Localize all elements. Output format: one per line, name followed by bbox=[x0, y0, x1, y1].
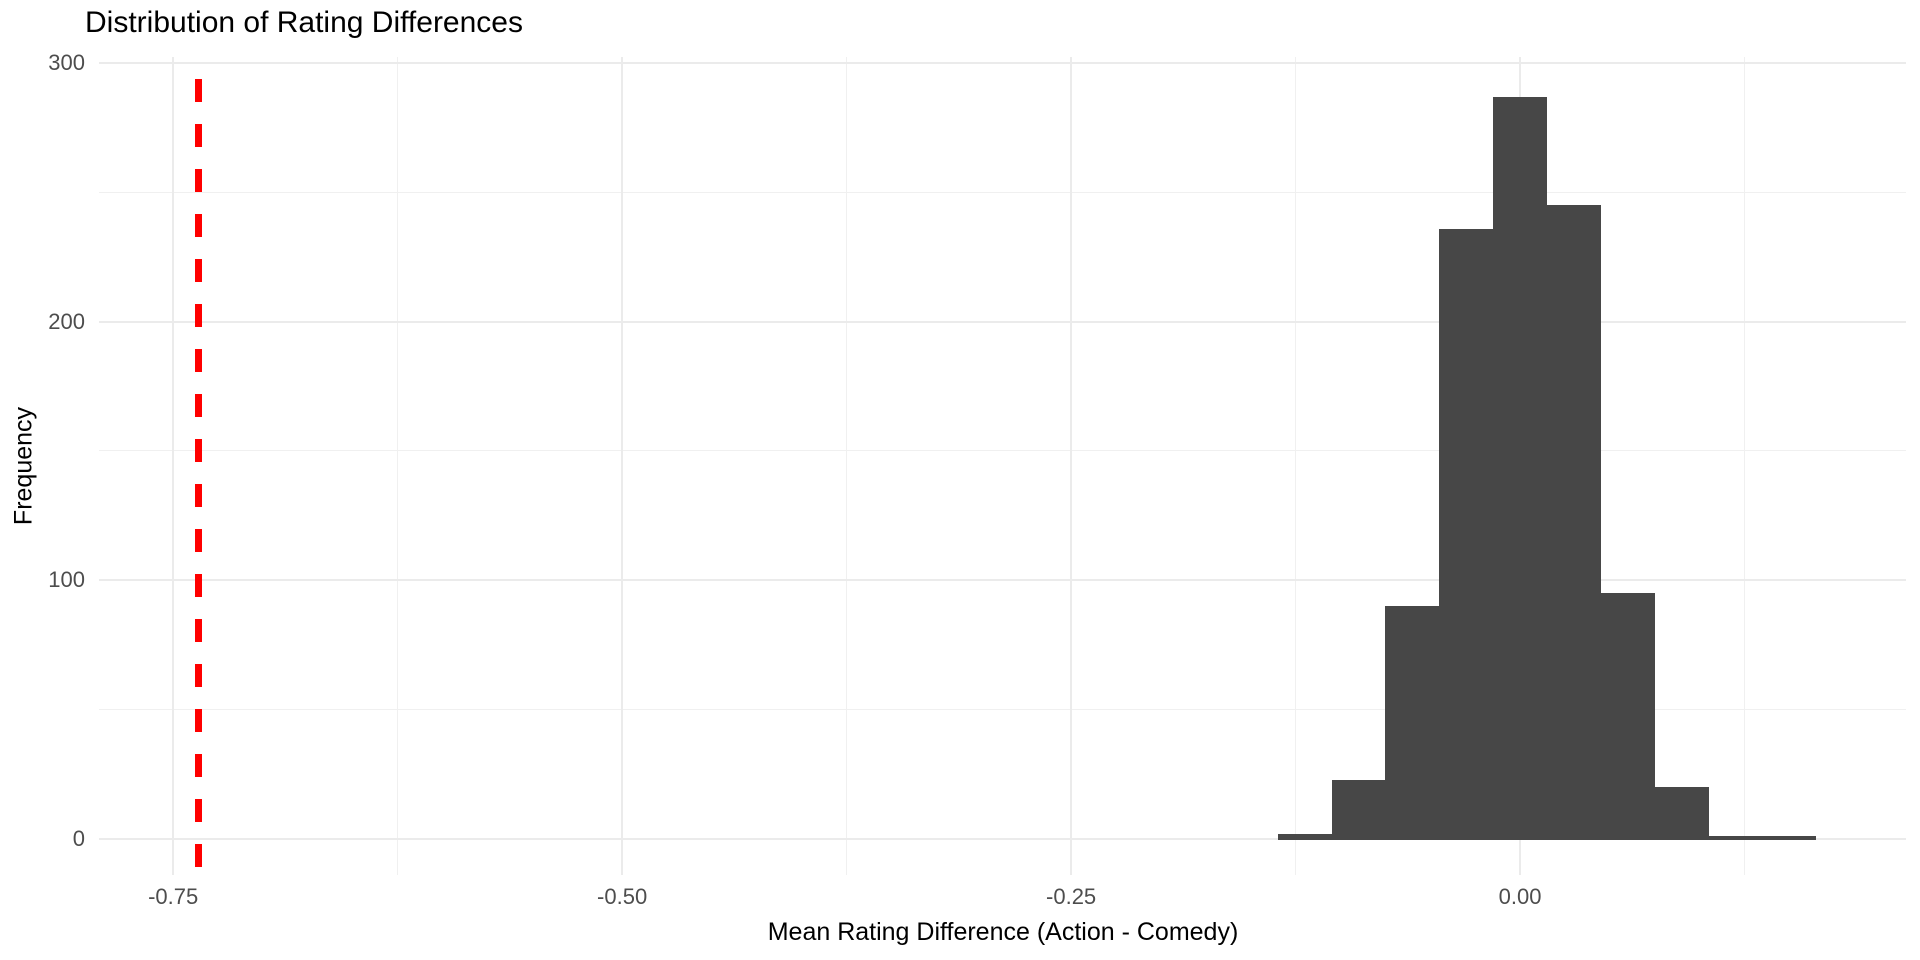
h-gridline-major bbox=[99, 579, 1906, 582]
histogram-bar bbox=[1708, 836, 1763, 841]
v-gridline-minor bbox=[1744, 57, 1746, 875]
histogram-bar bbox=[1654, 787, 1709, 841]
y-axis-title: Frequency bbox=[9, 406, 38, 526]
plot-panel bbox=[99, 57, 1906, 875]
histogram-bar bbox=[1547, 205, 1601, 841]
histogram-bar bbox=[1439, 228, 1494, 841]
observed-difference-vline bbox=[194, 57, 202, 875]
v-gridline-minor bbox=[1295, 57, 1297, 875]
x-tick-label: -0.50 bbox=[597, 884, 648, 909]
h-gridline-major bbox=[99, 61, 1906, 64]
histogram-bar bbox=[1493, 96, 1547, 841]
y-tick-label: 0 bbox=[72, 826, 85, 852]
h-gridline-minor bbox=[99, 191, 1906, 193]
x-axis-title: Mean Rating Difference (Action - Comedy) bbox=[767, 918, 1239, 946]
y-tick-label: 300 bbox=[48, 49, 85, 75]
histogram-bar bbox=[1762, 836, 1817, 841]
v-gridline-major bbox=[621, 57, 624, 875]
v-gridline-minor bbox=[397, 57, 399, 875]
y-tick-label: 200 bbox=[48, 308, 85, 334]
h-gridline-minor bbox=[99, 450, 1906, 452]
v-gridline-major bbox=[1070, 57, 1073, 875]
x-tick-label: -0.75 bbox=[148, 884, 199, 909]
h-gridline-major bbox=[99, 838, 1906, 841]
v-gridline-minor bbox=[846, 57, 848, 875]
v-gridline-major bbox=[172, 57, 175, 875]
y-tick-label: 100 bbox=[48, 567, 85, 593]
histogram-bar bbox=[1385, 606, 1440, 841]
x-tick-label: 0.00 bbox=[1498, 884, 1542, 909]
histogram-bar bbox=[1331, 779, 1386, 841]
h-gridline-major bbox=[99, 320, 1906, 323]
x-tick-label: -0.25 bbox=[1046, 884, 1097, 909]
histogram-bar bbox=[1600, 593, 1655, 841]
plot-title: Distribution of Rating Differences bbox=[85, 6, 523, 39]
histogram-bar bbox=[1277, 833, 1332, 841]
h-gridline-minor bbox=[99, 709, 1906, 711]
